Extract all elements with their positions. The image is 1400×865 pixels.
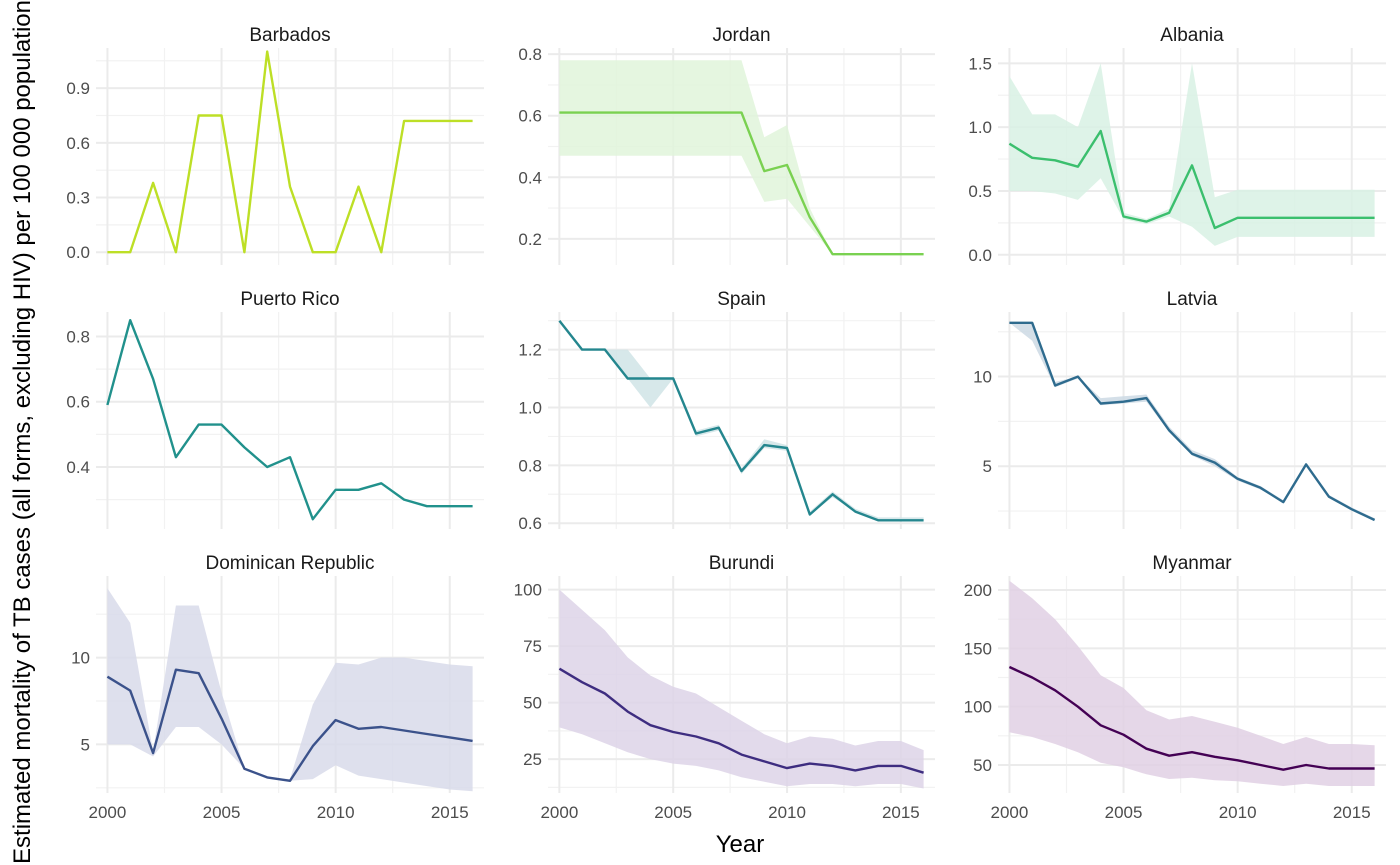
y-tick-label: 10 — [973, 368, 992, 387]
panel-latvia: 5 10 Latvia — [973, 289, 1386, 529]
panel-barbados: 0.0 0.3 0.6 0.9 Barbados — [66, 25, 484, 265]
y-tick-label: 1.5 — [968, 54, 992, 73]
panel-title: Jordan — [712, 25, 770, 46]
uncertainty-band — [1009, 63, 1375, 246]
y-tick-label: 100 — [964, 698, 992, 717]
y-tick-label: 0.6 — [518, 107, 542, 126]
y-tick-label: 0.9 — [66, 79, 90, 98]
series-line — [1009, 321, 1376, 522]
series-line — [1008, 129, 1375, 230]
y-tick-label: 0.5 — [968, 182, 992, 201]
y-tick-label: 0.8 — [66, 327, 90, 346]
panel-title: Myanmar — [1152, 553, 1232, 574]
y-tick-label: 0.6 — [518, 514, 542, 533]
y-tick-label: 0.0 — [66, 243, 90, 262]
y-tick-label: 0.4 — [518, 168, 542, 187]
y-tick-label: 1.0 — [518, 398, 542, 417]
y-tick-label: 50 — [973, 756, 992, 775]
series-line — [558, 319, 924, 522]
series-line — [558, 667, 924, 774]
y-tick-label: 0.8 — [518, 45, 542, 64]
y-tick-label: 0.3 — [66, 189, 90, 208]
x-tick-label: 2005 — [654, 803, 692, 822]
panel-albania: 0.0 0.5 1.0 1.5 Albania — [968, 25, 1386, 265]
y-tick-label: 0.0 — [968, 246, 992, 265]
panel-jordan: 0.2 0.4 0.6 0.8 Jordan — [518, 25, 935, 265]
panel-title: Burundi — [709, 553, 775, 574]
panels-layer: 0.00.30.60.9Barbados0.20.40.60.8Jordan0.… — [66, 25, 1386, 822]
uncertainty-band — [107, 588, 473, 792]
x-tick-label: 2015 — [431, 803, 469, 822]
x-tick-label: 2015 — [882, 803, 920, 822]
series-line — [106, 319, 473, 521]
x-tick-label: 2000 — [540, 803, 578, 822]
x-tick-label: 2010 — [317, 803, 355, 822]
y-tick-label: 75 — [523, 637, 542, 656]
x-tick-label: 2005 — [1105, 803, 1143, 822]
y-tick-label: 50 — [523, 694, 542, 713]
y-tick-label: 1.2 — [518, 341, 542, 360]
x-tick-label: 2010 — [1219, 803, 1257, 822]
panel-dominican-republic: 5 10 Dominican Republic 2000 2005 2010 2015 — [71, 553, 484, 822]
panel-spain: 0.6 0.8 1.0 1.2 Spain — [518, 289, 935, 533]
uncertainty-band — [559, 320, 924, 521]
panel-title: Albania — [1160, 25, 1224, 46]
y-tick-label: 0.6 — [66, 393, 90, 412]
uncertainty-band — [559, 60, 924, 255]
x-tick-label: 2010 — [768, 803, 806, 822]
x-axis-title: Year — [716, 831, 765, 858]
y-tick-label: 0.6 — [66, 134, 90, 153]
series-line — [1008, 665, 1375, 771]
panel-puerto-rico: 0.4 0.6 0.8 Puerto Rico — [66, 289, 484, 529]
panel-burundi: 25 50 75 100 Burundi 2000 2005 2010 2015 — [514, 553, 935, 822]
series-line — [107, 50, 473, 254]
y-tick-label: 200 — [964, 581, 992, 600]
x-tick-label: 2000 — [990, 803, 1028, 822]
y-tick-label: 0.2 — [518, 230, 542, 249]
panel-myanmar: 50 100 150 200 Myanmar 2000 2005 2010 2015 — [964, 553, 1386, 822]
y-tick-label: 25 — [523, 750, 542, 769]
uncertainty-band — [1009, 580, 1375, 786]
y-tick-label: 0.4 — [66, 458, 90, 477]
y-axis-title: Estimated mortality of TB cases (all for… — [9, 0, 36, 864]
y-tick-label: 1.0 — [968, 118, 992, 137]
x-tick-label: 2000 — [88, 803, 126, 822]
y-tick-label: 10 — [71, 649, 90, 668]
panel-title: Puerto Rico — [240, 289, 339, 310]
panel-title: Barbados — [249, 25, 330, 46]
panel-title: Dominican Republic — [206, 553, 375, 574]
y-tick-label: 150 — [964, 639, 992, 658]
y-tick-label: 5 — [983, 457, 992, 476]
series-line — [559, 111, 924, 256]
panel-title: Latvia — [1167, 289, 1218, 310]
x-tick-label: 2005 — [203, 803, 241, 822]
series-line — [106, 668, 473, 782]
y-tick-label: 5 — [81, 735, 90, 754]
x-tick-label: 2015 — [1333, 803, 1371, 822]
panel-title: Spain — [717, 289, 766, 310]
uncertainty-band — [559, 589, 924, 789]
y-tick-label: 100 — [514, 581, 542, 600]
uncertainty-band — [1009, 322, 1375, 520]
y-tick-label: 0.8 — [518, 456, 542, 475]
